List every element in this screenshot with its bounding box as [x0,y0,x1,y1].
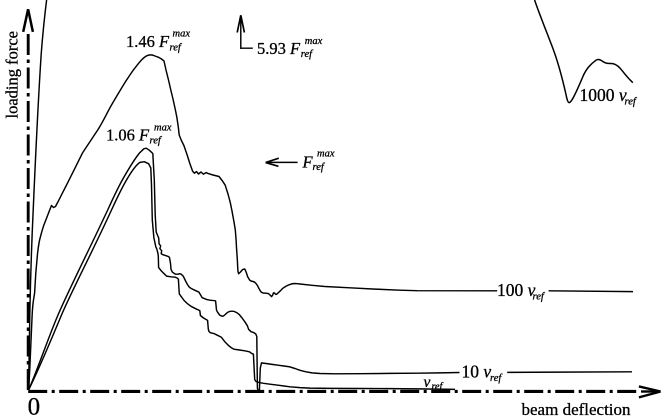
svg-text:ref: ref [432,382,444,393]
svg-text:max: max [305,36,323,47]
svg-text:v: v [424,374,431,391]
svg-text:loading force: loading force [3,31,22,119]
svg-text:max: max [317,149,335,160]
svg-text:F: F [302,153,314,172]
svg-text:10 v: 10 v [462,361,492,381]
svg-text:ref: ref [301,49,314,60]
svg-text:100 v: 100 v [497,280,536,300]
svg-text:ref: ref [150,136,163,147]
svg-text:1.46 F: 1.46 F [126,32,170,51]
svg-text:5.93 F: 5.93 F [257,39,301,58]
svg-text:ref: ref [170,42,183,53]
svg-text:max: max [154,123,172,134]
svg-text:beam deflection: beam deflection [522,400,632,419]
svg-text:ref: ref [490,373,503,384]
svg-text:ref: ref [313,162,326,173]
svg-text:1.06 F: 1.06 F [106,126,150,145]
svg-text:0: 0 [28,394,40,419]
svg-text:1000 v: 1000 v [580,85,627,105]
svg-text:ref: ref [533,292,546,303]
svg-text:max: max [173,29,191,40]
svg-text:ref: ref [625,97,638,108]
